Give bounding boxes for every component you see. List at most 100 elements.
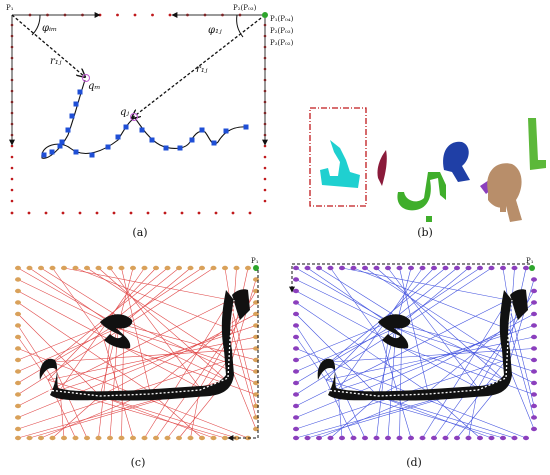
boundary-dot: [129, 211, 133, 215]
visibility-ray: [144, 299, 231, 439]
boundary-ellipse: [419, 265, 426, 271]
boundary-ellipse: [176, 435, 182, 441]
visibility-ray: [295, 327, 397, 372]
boundary-ellipse: [531, 323, 537, 328]
visibility-ray: [123, 319, 257, 384]
visibility-ray: [381, 339, 535, 395]
visibility-ray: [17, 321, 113, 361]
boundary-ellipse: [531, 288, 537, 294]
visibility-ray: [47, 336, 257, 381]
boundary-dot: [10, 211, 14, 215]
boundary-ellipse: [61, 265, 67, 271]
visibility-ray: [86, 267, 229, 361]
boundary-ellipse: [531, 369, 537, 374]
label-p2-top: P₂(P₀₃): [233, 4, 257, 12]
boundary-dot: [163, 211, 167, 215]
boundary-ellipse: [293, 277, 299, 282]
caption-b: (b): [417, 226, 433, 239]
boundary-ellipse: [488, 265, 495, 271]
boundary-dot: [180, 211, 184, 215]
visibility-ray: [433, 329, 511, 439]
glyph-dot-3: [512, 206, 518, 212]
boundary-dot: [248, 211, 252, 215]
glyph-green: [397, 172, 446, 211]
visibility-ray: [318, 267, 403, 321]
visibility-ray: [381, 339, 412, 439]
boundary-dot: [10, 155, 14, 159]
boundary-ellipse: [293, 435, 299, 441]
boundary-ellipse: [15, 300, 21, 305]
boundary-dot: [168, 13, 172, 17]
skeleton-square: [189, 137, 195, 143]
point-q-j: [130, 113, 138, 121]
boundary-ellipse: [293, 369, 299, 374]
visibility-ray: [111, 267, 180, 323]
visibility-ray: [17, 348, 53, 363]
boundary-ellipse: [84, 265, 90, 271]
boundary-ellipse: [531, 392, 537, 397]
visibility-ray: [17, 279, 227, 381]
skeleton-square: [211, 140, 217, 146]
boundary-ellipse: [107, 265, 113, 271]
visibility-ray: [149, 302, 257, 393]
skeleton-square: [89, 152, 95, 158]
boundary-ellipse: [373, 435, 380, 441]
boundary-ellipse: [15, 277, 21, 282]
visibility-ray: [98, 267, 227, 381]
panel-c-boundary-dots: [15, 265, 259, 441]
boundary-ellipse: [153, 435, 159, 441]
visibility-ray: [51, 361, 88, 439]
boundary-ellipse: [38, 265, 44, 271]
boundary-ellipse: [293, 426, 299, 432]
panel-b: [309, 107, 546, 222]
boundary-ellipse: [385, 435, 391, 441]
boundary-ellipse: [293, 265, 299, 271]
boundary-ellipse: [408, 435, 414, 441]
boundary-ellipse: [396, 435, 403, 441]
visibility-ray: [507, 299, 535, 407]
boundary-ellipse: [511, 265, 518, 271]
boundary-dot: [10, 144, 14, 148]
d-label-p1: P₁: [526, 257, 534, 265]
skeleton-square: [57, 143, 63, 149]
boundary-ellipse: [15, 346, 21, 351]
boundary-ellipse: [523, 435, 529, 441]
boundary-ellipse: [107, 435, 113, 441]
boundary-dot: [44, 211, 48, 215]
label-q-m: qₘ: [88, 81, 101, 92]
skeleton-curve: [41, 79, 249, 159]
label-phi-1j: φ₁ⱼ: [208, 25, 222, 36]
boundary-ellipse: [293, 323, 299, 328]
boundary-dot: [133, 13, 137, 17]
visibility-ray: [295, 267, 391, 323]
panel-c: P₁: [15, 257, 259, 441]
boundary-ellipse: [15, 380, 21, 386]
boundary-ellipse: [118, 435, 125, 441]
visibility-ray: [109, 267, 201, 389]
boundary-ellipse: [327, 435, 334, 441]
visibility-ray: [75, 267, 233, 331]
boundary-ellipse: [531, 334, 537, 340]
boundary-dot: [214, 211, 218, 215]
boundary-dot: [197, 211, 201, 215]
boundary-ellipse: [442, 265, 449, 271]
boundary-ellipse: [233, 265, 240, 271]
visibility-ray: [117, 267, 191, 329]
label-r-im: r₁ⱼ: [50, 56, 62, 67]
boundary-ellipse: [531, 380, 537, 386]
visibility-ray: [387, 267, 479, 389]
boundary-ellipse: [15, 426, 21, 432]
boundary-ellipse: [130, 435, 136, 441]
boundary-ellipse: [38, 435, 44, 441]
visibility-ray: [325, 379, 515, 439]
boundary-ellipse: [84, 435, 90, 441]
angle-arc-phi-1j: [236, 14, 244, 38]
boundary-ellipse: [327, 265, 334, 271]
boundary-ellipse: [222, 435, 228, 441]
point-q-m: [82, 74, 90, 82]
boundary-dot: [151, 13, 154, 17]
d-shape-main: [317, 290, 512, 401]
boundary-ellipse: [316, 435, 322, 441]
visibility-ray: [295, 319, 403, 384]
